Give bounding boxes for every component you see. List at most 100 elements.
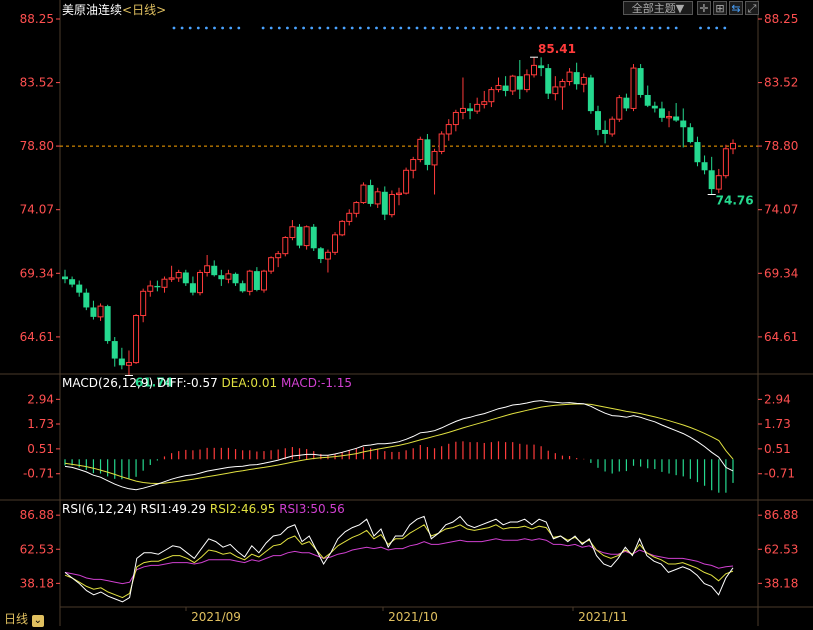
candle-body-up xyxy=(360,184,367,204)
rsi-params: RSI(6,12,24) xyxy=(62,502,137,516)
event-marker-dot xyxy=(723,26,727,30)
event-marker-dot xyxy=(375,26,378,30)
price-left-tick-label-4: 69.34 xyxy=(20,266,54,280)
event-marker-dot xyxy=(545,26,548,30)
macd-macd-value: MACD:-1.15 xyxy=(280,376,353,390)
candle-body-down xyxy=(317,248,324,260)
candle-body-up xyxy=(353,202,360,214)
candle-body-down xyxy=(644,94,651,106)
candle-body-up xyxy=(388,193,395,216)
candle-body-down xyxy=(310,226,317,249)
rsi1-line xyxy=(64,515,734,603)
candle-body-down xyxy=(516,76,523,90)
period-switch-label: 日线 xyxy=(4,612,29,626)
event-marker-dot xyxy=(642,26,646,30)
candle-body-up xyxy=(495,85,502,91)
candle-body-down xyxy=(189,283,196,293)
low-price-label: 61.74 xyxy=(135,375,173,389)
macd-right-tick-label-1: 1.73 xyxy=(764,417,791,431)
candle-body-down xyxy=(573,72,580,85)
rsi-right-tick-label-1: 62.53 xyxy=(764,542,798,556)
candle-body-down xyxy=(587,77,594,112)
event-marker-dot xyxy=(529,26,532,30)
candle-body-down xyxy=(701,162,708,171)
event-marker-dot xyxy=(561,26,565,30)
candle-body-down xyxy=(239,283,246,292)
price-left-tick-label-2: 78.80 xyxy=(20,139,54,153)
event-marker-dot xyxy=(213,26,216,30)
event-marker-dot xyxy=(302,26,305,30)
candle-body-down xyxy=(154,285,161,288)
candle-body-down xyxy=(111,341,118,359)
event-marker-dot xyxy=(431,26,435,30)
price-right-tick-label-0: 88.25 xyxy=(764,12,798,26)
rsi-legend: RSI(6,12,24) RSI1:49.29 RSI2:46.95 RSI3:… xyxy=(62,502,345,516)
candle-body-down xyxy=(708,170,715,190)
candle-body-up xyxy=(403,169,410,194)
event-marker-dot xyxy=(367,26,370,30)
macd-params: MACD(26,12,9) xyxy=(62,376,154,390)
expand-icon[interactable]: ⤢ xyxy=(745,1,759,15)
candle-body-up xyxy=(339,220,346,236)
symbol-name: 美原油连续 xyxy=(62,3,123,17)
event-marker-dot xyxy=(658,26,662,30)
candle-body-up xyxy=(275,253,282,259)
rsi3-line xyxy=(64,538,734,585)
crosshair-icon[interactable]: ✛ xyxy=(697,1,711,15)
event-marker-dot xyxy=(488,26,492,30)
high-price-label: 85.41 xyxy=(538,42,576,56)
period-switch[interactable]: 日线 ⌄ xyxy=(4,610,44,627)
event-marker-dot xyxy=(504,26,508,30)
candle-body-up xyxy=(161,278,168,288)
candle-body-down xyxy=(687,127,694,143)
chevron-down-icon: ⌄ xyxy=(31,615,44,627)
zoom-icon[interactable]: ⊞ xyxy=(713,1,727,15)
candle-body-down xyxy=(502,85,509,91)
recent-low-label: 74.76 xyxy=(716,193,754,207)
candle-body-up xyxy=(346,212,353,222)
candle-body-down xyxy=(637,68,644,95)
macd-left-tick-label-0: 2.94 xyxy=(27,392,54,406)
macd-dea-line xyxy=(64,403,734,485)
event-marker-dot xyxy=(310,26,314,30)
settings-icon[interactable]: ⇆ xyxy=(729,1,743,15)
candle-body-up xyxy=(97,305,104,318)
price-right-tick-label-5: 64.61 xyxy=(764,330,798,344)
candle-body-up xyxy=(140,290,147,317)
rsi-right-tick-label-0: 86.88 xyxy=(764,508,798,522)
price-right-tick-label-3: 74.07 xyxy=(764,203,798,217)
candle-body-up xyxy=(282,237,289,255)
event-marker-dot xyxy=(537,26,540,30)
candle-body-down xyxy=(218,275,225,280)
theme-button[interactable]: 全部主题▼ xyxy=(623,1,693,15)
candle-body-up xyxy=(268,257,275,272)
candle-body-down xyxy=(545,68,552,94)
macd-right-tick-label-2: 0.51 xyxy=(764,442,791,456)
candle-body-down xyxy=(211,265,218,276)
event-marker-dot xyxy=(358,26,362,30)
price-left-tick-label-5: 64.61 xyxy=(20,330,54,344)
candle-body-up xyxy=(246,270,253,292)
candle-body-down xyxy=(602,129,609,134)
candle-body-up xyxy=(715,175,722,190)
period-label[interactable]: <日线> xyxy=(122,3,167,17)
candle-body-down xyxy=(594,111,601,130)
candle-body-down xyxy=(467,108,474,112)
price-left-tick-label-3: 74.07 xyxy=(20,203,54,217)
candle-body-up xyxy=(410,159,417,171)
candle-body-down xyxy=(76,284,83,293)
macd-dea-value: DEA:0.01 xyxy=(221,376,278,390)
candle-body-up xyxy=(566,71,573,83)
candle-body-down xyxy=(182,272,189,284)
candle-body-up xyxy=(133,315,140,364)
candle-body-up xyxy=(204,265,211,273)
candle-body-down xyxy=(253,271,260,290)
event-marker-dot xyxy=(342,26,346,30)
candle-body-up xyxy=(630,67,637,109)
event-marker-dot xyxy=(593,26,597,30)
candle-body-up xyxy=(374,191,381,205)
candle-body-up xyxy=(730,142,736,150)
macd-right-tick-label-3: -0.71 xyxy=(764,467,795,481)
chart-header: 美原油连续<日线> xyxy=(62,1,166,18)
